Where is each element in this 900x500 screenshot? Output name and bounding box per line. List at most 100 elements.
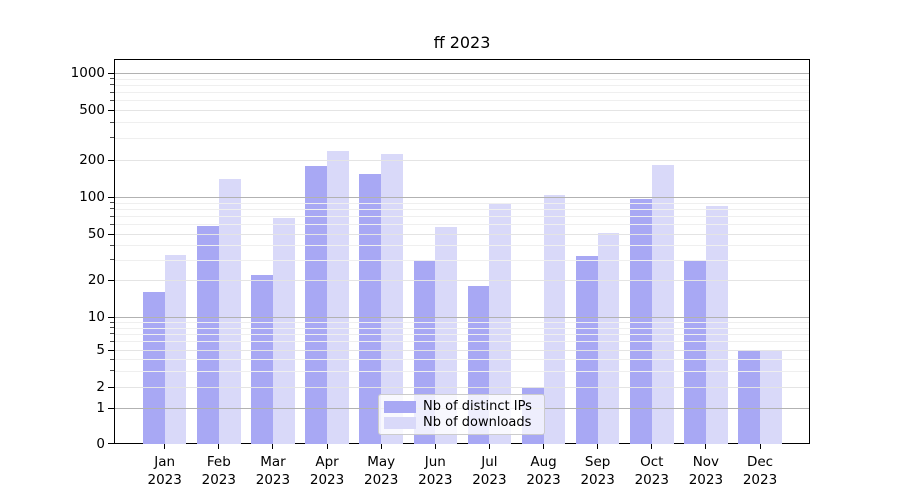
x-tick-year: 2023 bbox=[472, 472, 507, 488]
legend-label: Nb of distinct IPs bbox=[423, 399, 532, 414]
y-tick-label: 100 bbox=[79, 189, 105, 205]
x-tick-year: 2023 bbox=[255, 472, 291, 488]
x-tick-label-jul: Jul 2023 bbox=[459, 453, 519, 489]
x-tick-year: 2023 bbox=[418, 472, 453, 488]
grid-line-minor bbox=[115, 359, 809, 360]
x-tick-month: Jan bbox=[154, 454, 176, 470]
x-tick-label-dec: Dec 2023 bbox=[730, 453, 790, 489]
y-tick-label: 500 bbox=[79, 102, 105, 118]
y-tick-label: 50 bbox=[87, 226, 105, 242]
bar-downloads-dec bbox=[760, 350, 782, 444]
grid-line-minor bbox=[115, 370, 809, 372]
grid-line-minor bbox=[115, 137, 809, 139]
y-tick-mark bbox=[108, 349, 114, 351]
legend: Nb of distinct IPs Nb of downloads bbox=[378, 394, 545, 435]
y-tick-mark-minor bbox=[110, 327, 114, 329]
y-tick-mark-minor bbox=[110, 259, 114, 261]
x-tick-label-aug: Aug 2023 bbox=[514, 453, 574, 489]
grid-layer bbox=[115, 60, 809, 443]
x-tick-mark bbox=[218, 444, 220, 449]
x-tick-month: Mar bbox=[260, 454, 286, 470]
x-tick-year: 2023 bbox=[363, 472, 399, 488]
grid-line-minor bbox=[115, 224, 809, 226]
grid-line bbox=[115, 350, 809, 351]
x-tick-label-jun: Jun 2023 bbox=[405, 453, 465, 489]
x-tick-year: 2023 bbox=[688, 472, 724, 488]
grid-line-minor bbox=[115, 341, 809, 343]
y-tick-label: 1 bbox=[96, 400, 105, 416]
grid-line-minor bbox=[115, 202, 809, 204]
legend-label: Nb of downloads bbox=[423, 415, 532, 430]
y-tick-mark-minor bbox=[110, 321, 114, 323]
x-tick-month: Sep bbox=[584, 454, 611, 470]
y-tick-mark bbox=[108, 386, 114, 388]
y-tick-mark-minor bbox=[110, 370, 114, 372]
x-tick-label-jan: Jan 2023 bbox=[135, 453, 195, 489]
y-tick-mark bbox=[108, 233, 114, 235]
x-tick-month: Apr bbox=[315, 454, 339, 470]
bar-downloads-sep bbox=[597, 232, 620, 444]
x-tick-month: Oct bbox=[640, 454, 664, 470]
plot-area bbox=[114, 59, 810, 444]
x-tick-label-may: May 2023 bbox=[351, 453, 411, 489]
grid-line-minor bbox=[115, 245, 809, 247]
grid-line-minor bbox=[115, 92, 809, 94]
grid-line bbox=[115, 317, 809, 318]
y-tick-label: 10 bbox=[87, 309, 105, 325]
x-tick-label-feb: Feb 2023 bbox=[189, 453, 249, 489]
x-tick-mark bbox=[759, 444, 761, 449]
x-tick-month: Feb bbox=[206, 454, 231, 470]
y-tick-mark-minor bbox=[110, 78, 114, 80]
legend-row: Nb of downloads bbox=[384, 416, 538, 429]
legend-swatch-downloads bbox=[384, 416, 416, 429]
y-tick-mark-minor bbox=[110, 340, 114, 342]
x-tick-year: 2023 bbox=[634, 472, 669, 488]
x-tick-mark bbox=[597, 444, 599, 449]
y-tick-mark-minor bbox=[110, 244, 114, 246]
x-tick-mark bbox=[164, 444, 166, 449]
grid-line bbox=[115, 110, 809, 111]
x-tick-label-sep: Sep 2023 bbox=[568, 453, 628, 489]
x-tick-month: Nov bbox=[692, 454, 720, 470]
bar-downloads-jun bbox=[435, 227, 458, 444]
y-tick-mark-minor bbox=[110, 121, 114, 123]
bar-downloads-apr bbox=[327, 151, 349, 444]
grid-line-minor bbox=[115, 327, 809, 329]
y-tick-mark-minor bbox=[110, 99, 114, 101]
y-tick-mark bbox=[108, 159, 114, 161]
x-tick-label-oct: Oct 2023 bbox=[622, 453, 682, 489]
grid-line bbox=[115, 280, 809, 281]
bar-downloads-mar bbox=[272, 217, 295, 444]
grid-line bbox=[115, 73, 809, 74]
x-tick-month: Aug bbox=[530, 454, 557, 470]
bar-distinct-ips-may bbox=[359, 173, 382, 444]
x-tick-year: 2023 bbox=[147, 472, 182, 488]
y-tick-mark-minor bbox=[110, 84, 114, 86]
x-tick-mark bbox=[434, 444, 436, 449]
x-tick-mark bbox=[705, 444, 707, 449]
bar-downloads-aug bbox=[543, 194, 566, 444]
chart-title: ff 2023 bbox=[433, 33, 491, 52]
x-tick-label-apr: Apr 2023 bbox=[297, 453, 357, 489]
y-tick-mark bbox=[108, 316, 114, 318]
bar-distinct-ips-nov bbox=[684, 259, 706, 444]
x-tick-mark bbox=[326, 444, 328, 449]
bar-downloads-nov bbox=[705, 205, 728, 444]
grid-line bbox=[115, 160, 809, 161]
y-tick-mark-minor bbox=[110, 333, 114, 335]
y-tick-mark-minor bbox=[110, 223, 114, 225]
y-tick-label: 200 bbox=[79, 152, 105, 168]
y-tick-label: 2 bbox=[96, 379, 105, 395]
grid-line-minor bbox=[115, 208, 809, 210]
y-tick-mark-minor bbox=[110, 358, 114, 360]
x-tick-label-mar: Mar 2023 bbox=[243, 453, 303, 489]
y-tick-mark bbox=[108, 443, 114, 444]
grid-line-minor bbox=[115, 259, 809, 261]
y-tick-mark bbox=[108, 407, 114, 409]
bar-downloads-oct bbox=[651, 165, 674, 444]
x-tick-month: Jul bbox=[481, 454, 498, 470]
x-tick-label-nov: Nov 2023 bbox=[676, 453, 736, 489]
y-tick-mark-minor bbox=[110, 91, 114, 93]
grid-line-minor bbox=[115, 333, 809, 335]
